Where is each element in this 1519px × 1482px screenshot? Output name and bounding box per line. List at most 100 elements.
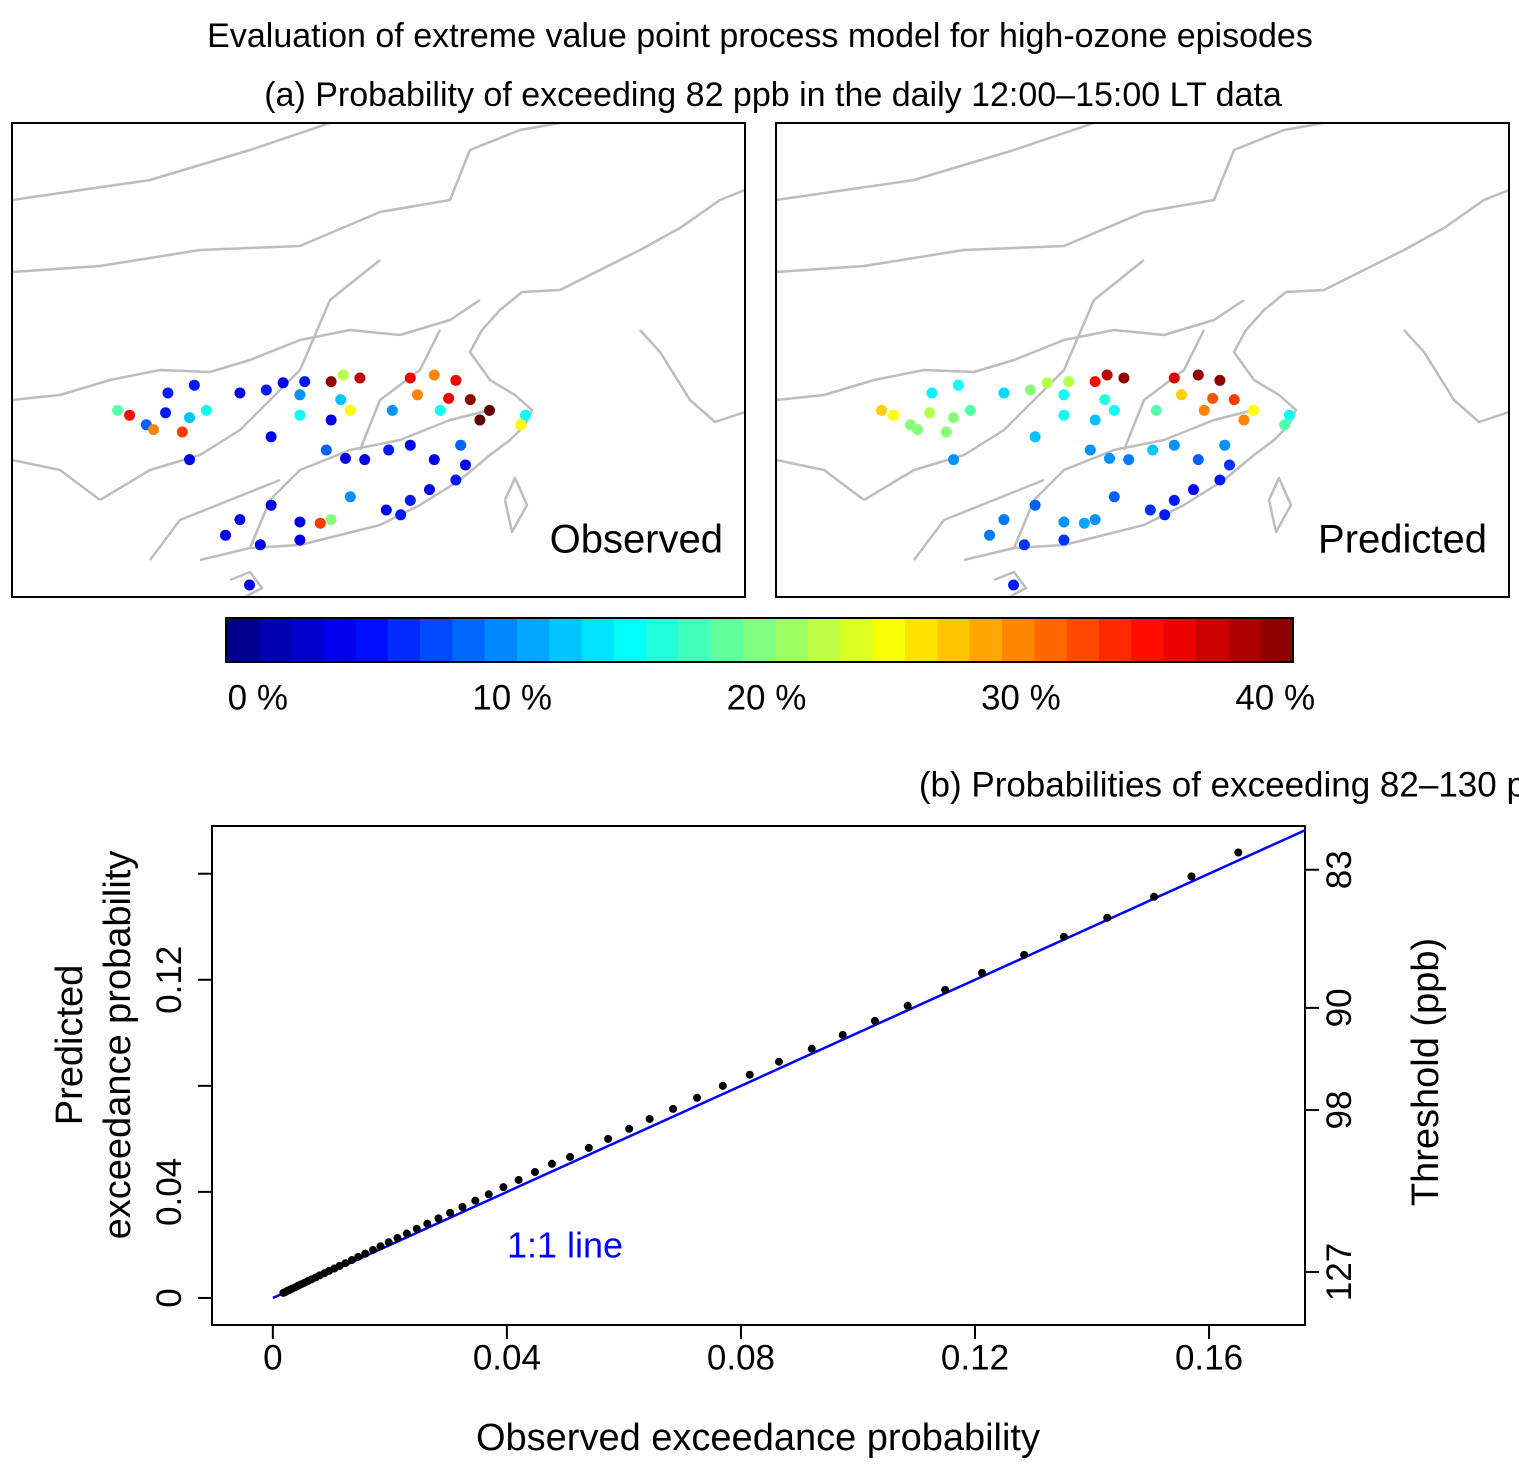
site-point [434,404,446,416]
site-point [948,412,960,424]
point [584,1143,593,1152]
site-point [1063,376,1075,388]
site-point [184,454,196,466]
site-point [1214,474,1226,486]
site-point [1192,454,1204,466]
site-point [1104,452,1116,464]
site-point [354,372,366,384]
colorbar-segment [1260,618,1294,662]
point [1187,872,1196,881]
site-point [450,474,462,486]
point [903,1001,912,1010]
point [530,1168,539,1177]
reference-label: 1:1 line [507,1225,623,1266]
colorbar-segment [355,618,389,662]
point [604,1134,613,1143]
colorbar-tick-label: 40 % [1235,678,1315,717]
colorbar-segment [452,618,486,662]
colorbar-segment [1034,618,1068,662]
map-label: Predicted [1318,518,1487,562]
point [434,1214,443,1223]
colorbar-segment [905,618,938,662]
site-point [395,509,407,521]
site-point [294,389,306,401]
point [1020,950,1029,959]
map-frame [11,122,746,598]
point [1150,892,1159,901]
colorbar-segment [387,618,421,662]
site-point [1159,509,1171,521]
site-point [1018,539,1030,551]
site-point [184,412,196,424]
point [1234,848,1243,857]
colorbar-segment [711,618,744,662]
site-point [325,514,337,526]
site-point [404,494,416,506]
site-point [1099,394,1111,406]
y2-tick-label: 127 [1320,1243,1359,1301]
site-point [1058,534,1070,546]
site-point [1187,484,1199,496]
site-point [1144,504,1156,516]
site-point [404,372,416,384]
site-point [383,444,395,456]
site-point [1238,414,1250,426]
reference-line [272,829,1305,1300]
site-point [1058,516,1070,528]
point [1103,913,1112,922]
site-point [459,459,471,471]
site-point [1089,514,1101,526]
site-point [320,444,332,456]
site-point [1214,374,1226,386]
point [384,1238,393,1247]
site-point [220,529,232,541]
site-point [474,414,486,426]
colorbar-segment [614,618,647,662]
site-point [254,539,266,551]
site-point [1279,419,1291,431]
point [412,1224,421,1233]
point [402,1229,411,1238]
site-point [998,387,1010,399]
site-point [277,377,289,389]
site-point [964,404,976,416]
site-point [428,369,440,381]
point [941,985,950,994]
x-tick-label: 0.12 [941,1338,1009,1377]
site-point [380,504,392,516]
site-point [1228,394,1240,406]
site-point [234,514,246,526]
point [870,1016,879,1025]
point [354,1252,363,1261]
colorbar-segment [290,618,324,662]
site-point [1089,414,1101,426]
site-point [148,424,160,436]
site-point [265,499,277,511]
colorbar-segment [323,618,356,662]
site-point [443,392,455,404]
point [423,1219,432,1228]
colorbar-segment [549,618,583,662]
point [446,1208,455,1217]
site-point [265,431,277,443]
point [807,1044,816,1053]
site-point [1175,389,1187,401]
site-point [1029,431,1041,443]
site-point [325,414,337,426]
point [978,968,987,977]
point [484,1190,493,1199]
site-point [160,407,172,419]
site-point [519,409,531,421]
site-point [423,484,435,496]
site-point [1223,459,1235,471]
site-point [1084,444,1096,456]
point [774,1057,783,1066]
colorbar-tick-label: 30 % [981,678,1061,717]
colorbar-segment [872,618,906,662]
x-tick-label: 0.08 [707,1338,775,1377]
colorbar-segment [258,618,292,662]
site-point [1108,404,1120,416]
site-point [359,454,371,466]
colorbar-frame [225,617,1294,663]
site-point [176,426,188,438]
